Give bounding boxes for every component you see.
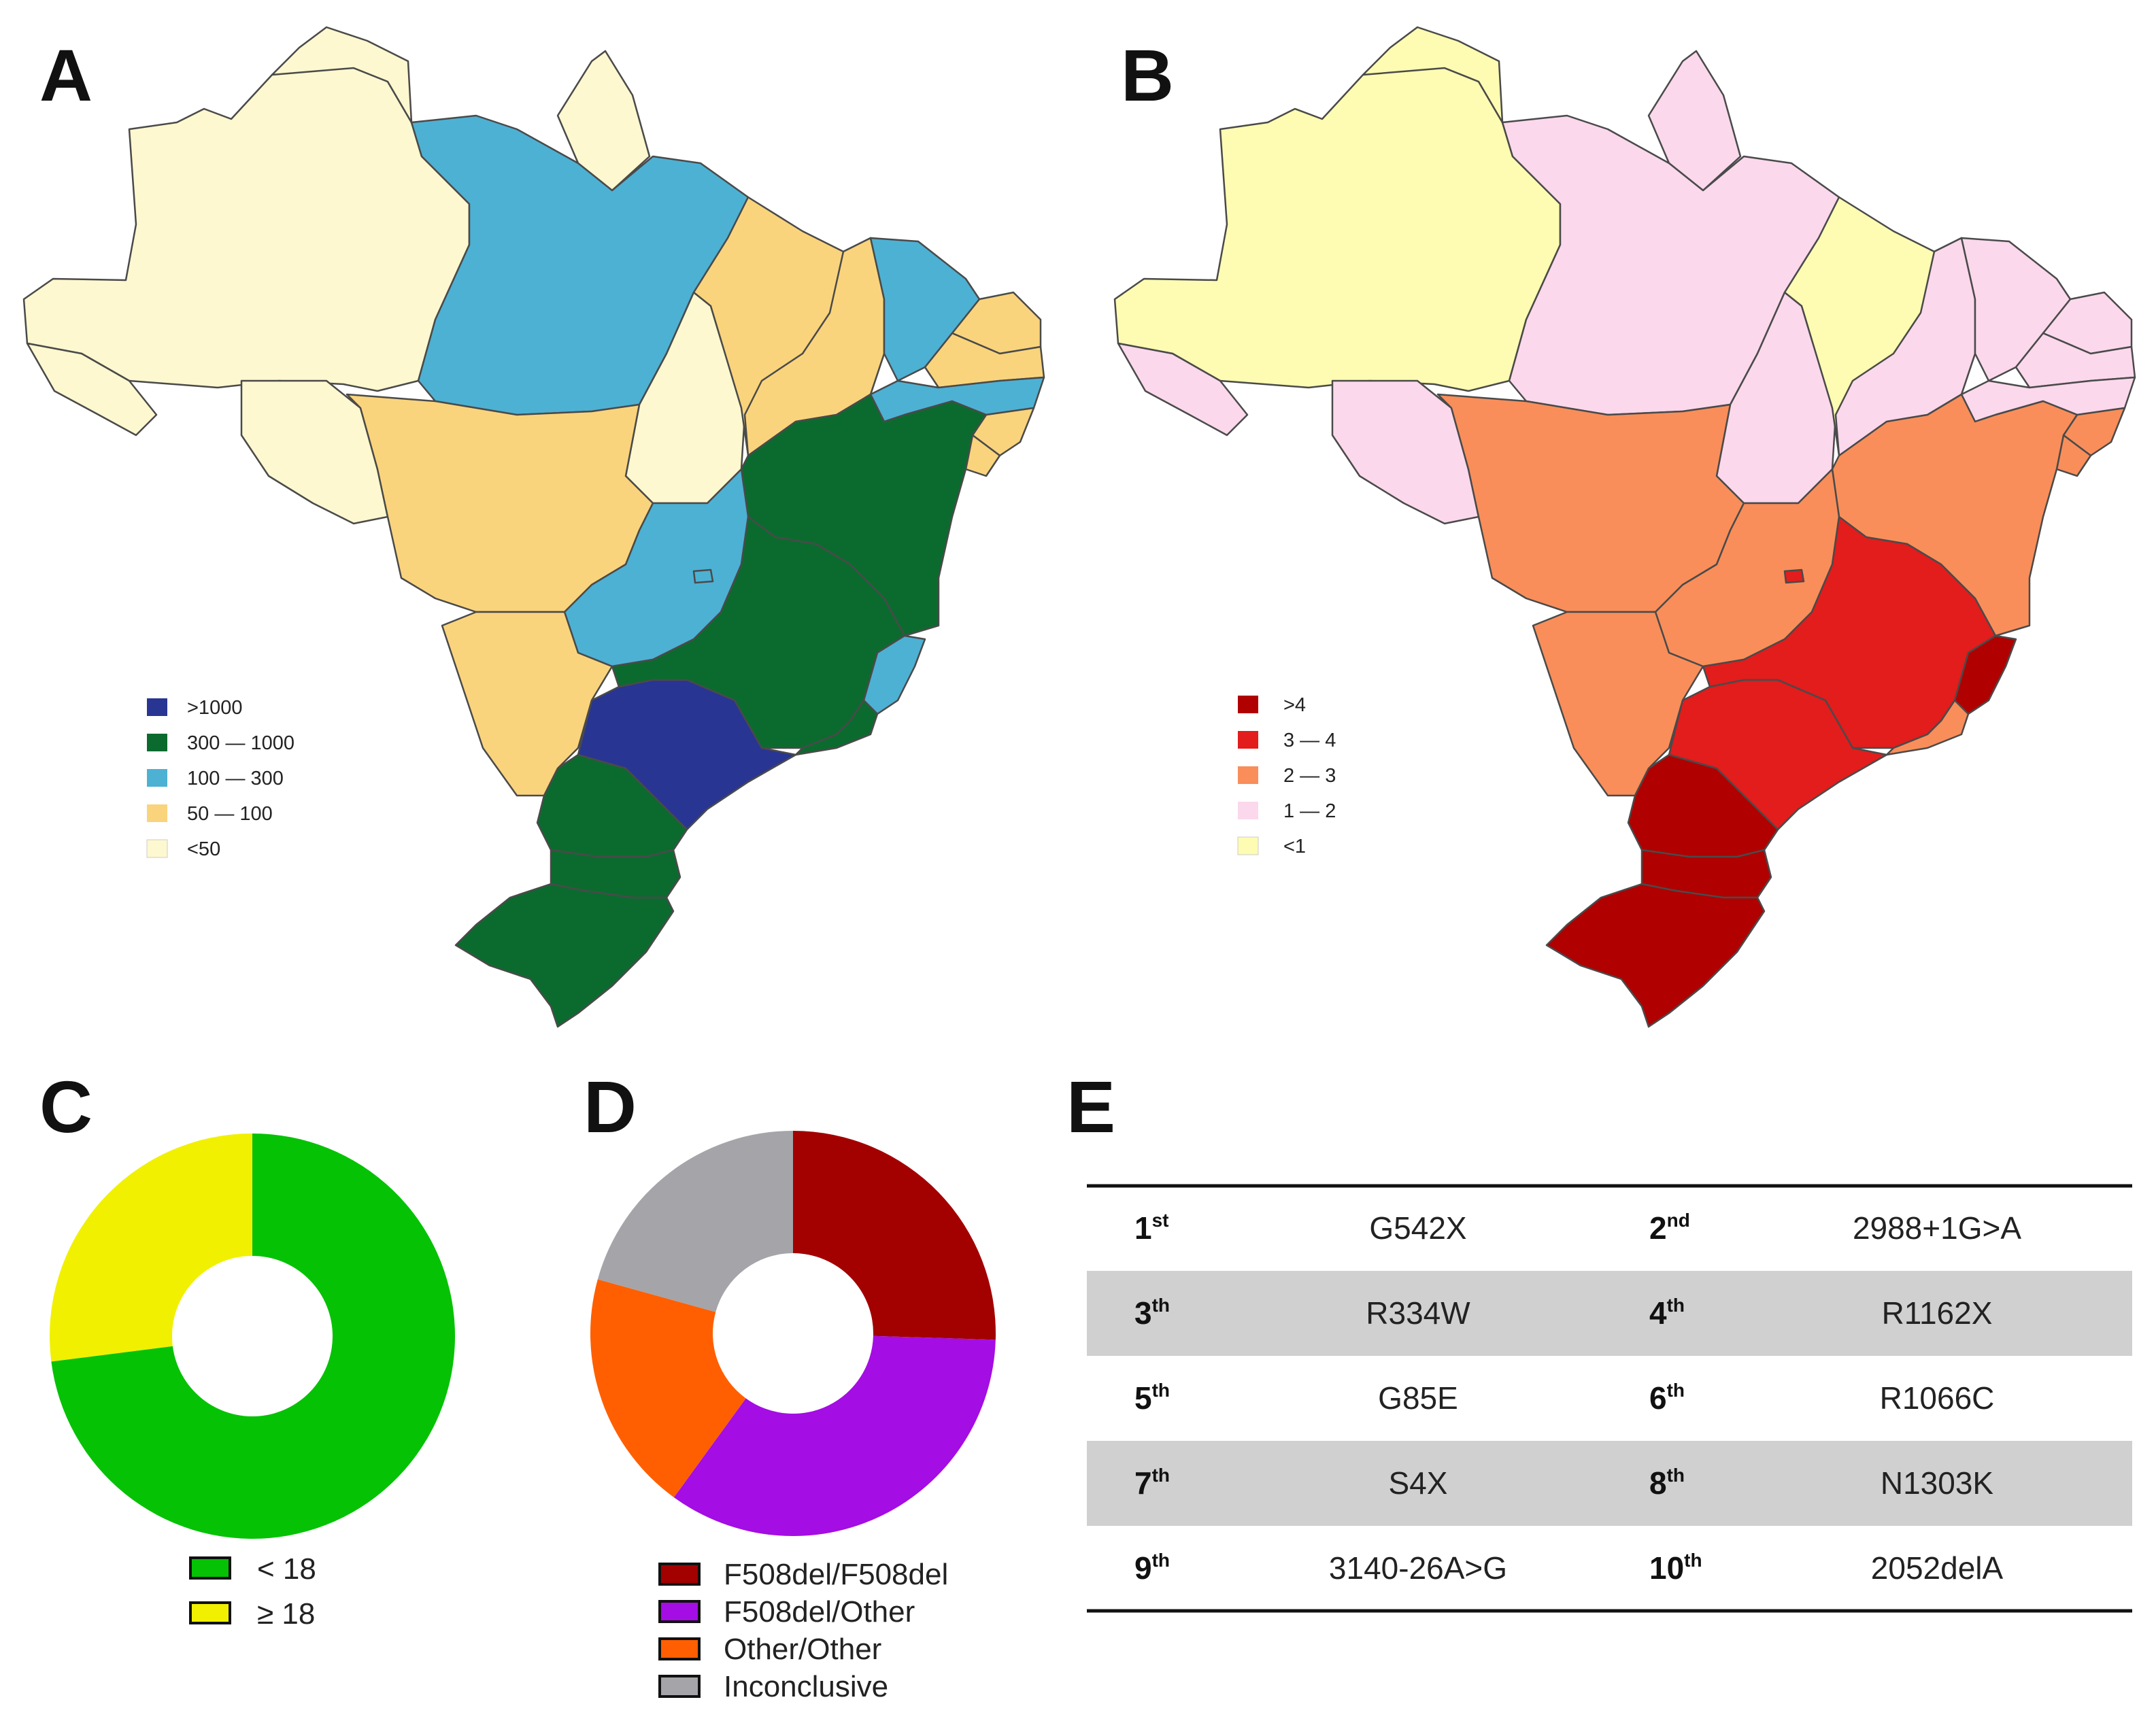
donut-d-slice-2 — [590, 1279, 746, 1498]
table-e-rank: 9th — [1134, 1550, 1170, 1586]
legend-a-label-4: <50 — [187, 838, 220, 860]
table-e-row-shade-3 — [1087, 1441, 2132, 1526]
panel-label-c: C — [39, 1066, 92, 1148]
table-e-rank: 6th — [1649, 1380, 1685, 1416]
panel-label-d: D — [584, 1066, 637, 1148]
legend-a-swatch-2 — [147, 769, 167, 787]
table-e-mutation: R1066C — [1880, 1380, 1995, 1416]
panel-label-e: E — [1066, 1066, 1115, 1148]
table-e-rank: 4th — [1649, 1295, 1685, 1331]
legend-c-swatch-1 — [189, 1601, 231, 1624]
donut-c-slice-1 — [50, 1134, 253, 1362]
table-e-mutation: G542X — [1369, 1210, 1466, 1246]
map-b-region-roraima — [1362, 26, 1504, 124]
map-a-region-rio-de-janeiro — [794, 699, 879, 756]
legend-b-label-1: 3 — 4 — [1283, 730, 1336, 751]
table-e-rank: 7th — [1134, 1465, 1170, 1501]
legend-a-label-3: 50 — 100 — [187, 803, 273, 825]
map-a — [22, 26, 1045, 1028]
legend-d-swatch-1 — [658, 1600, 701, 1623]
map-b-region-rondonia — [1331, 379, 1480, 525]
legend-b-swatch-4 — [1237, 836, 1259, 855]
table-e-mutation: R334W — [1366, 1295, 1470, 1331]
donut-d — [590, 1131, 996, 1536]
legend-b-swatch-2 — [1238, 766, 1258, 784]
donut-d-slice-3 — [597, 1131, 793, 1312]
map-a-region-parana — [536, 753, 688, 858]
legend-c-label-0: < 18 — [257, 1552, 316, 1586]
table-e-row-shade-1 — [1087, 1271, 2132, 1356]
legend-b-swatch-0 — [1238, 696, 1258, 713]
table-e: 1st G542X 2nd 2988+1G>A 3th R334W 4th R1162X 5th… — [1087, 1184, 2132, 1613]
legend-d-label-2: Other/Other — [724, 1633, 881, 1666]
legend-d-label-1: F508del/Other — [724, 1595, 915, 1629]
map-b-region-acre — [1117, 342, 1249, 437]
table-e-mutation: G85E — [1378, 1380, 1458, 1416]
map-b-region-rio-de-janeiro — [1885, 699, 1970, 756]
table-e-mutation: 3140-26A>G — [1329, 1550, 1507, 1586]
legend-b-label-3: 1 — 2 — [1283, 800, 1336, 822]
table-e-mutation: 2988+1G>A — [1853, 1210, 2021, 1246]
map-b-region-rio-grande-do-sul — [1545, 883, 1766, 1028]
legend-b-swatch-1 — [1238, 731, 1258, 749]
map-a-region-rio-grande-do-sul — [454, 883, 675, 1028]
legend-b-label-0: >4 — [1283, 694, 1306, 716]
legend-a-label-1: 300 — 1000 — [187, 732, 294, 754]
donut-c-slice-0 — [51, 1134, 456, 1539]
table-e-rank: 3th — [1134, 1295, 1170, 1331]
table-e-rank: 10th — [1649, 1550, 1702, 1586]
legend-d-swatch-2 — [658, 1637, 701, 1660]
map-a-region-distrito-federal — [692, 568, 714, 584]
map-a-region-acre — [26, 342, 158, 437]
legend-a-swatch-4 — [146, 839, 168, 858]
map-b-region-distrito-federal — [1783, 568, 1805, 584]
donut-c — [50, 1134, 456, 1539]
legend-b: >4 3 — 4 2 — 3 1 — 2 <1 — [1237, 694, 1336, 857]
map-b — [1113, 26, 2136, 1028]
table-e-rank: 2nd — [1649, 1210, 1690, 1246]
legend-b-swatch-3 — [1238, 802, 1258, 819]
table-e-rank: 5th — [1134, 1380, 1170, 1416]
map-a-region-roraima — [271, 26, 413, 124]
legend-a-swatch-3 — [147, 804, 167, 822]
legend-d-swatch-0 — [658, 1563, 701, 1586]
legend-d-label-3: Inconclusive — [724, 1670, 888, 1703]
map-a-region-rondonia — [240, 379, 389, 525]
legend-d-swatch-3 — [658, 1675, 701, 1698]
legend-d-label-0: F508del/F508del — [724, 1558, 948, 1591]
legend-a-label-0: >1000 — [187, 697, 242, 719]
legend-a-label-2: 100 — 300 — [187, 768, 284, 789]
panel-label-b: B — [1121, 34, 1174, 116]
table-e-mutation: R1162X — [1882, 1295, 1993, 1331]
legend-a-swatch-0 — [147, 698, 167, 716]
legend-b-label-4: <1 — [1283, 836, 1306, 857]
legend-c-swatch-0 — [189, 1556, 231, 1580]
legend-c: < 18 ≥ 18 — [189, 1552, 316, 1631]
table-e-mutation: N1303K — [1881, 1465, 1994, 1501]
legend-b-label-2: 2 — 3 — [1283, 765, 1336, 787]
table-e-mutation: 2052delA — [1871, 1550, 2004, 1586]
legend-a: >1000 300 — 1000 100 — 300 50 — 100 <50 — [146, 697, 294, 860]
map-b-region-parana — [1627, 753, 1779, 858]
legend-d: F508del/F508del F508del/Other Other/Othe… — [658, 1558, 948, 1703]
donut-d-slice-1 — [673, 1335, 996, 1536]
legend-c-label-1: ≥ 18 — [257, 1597, 315, 1631]
panel-label-a: A — [39, 34, 92, 116]
donut-d-slice-0 — [793, 1131, 996, 1340]
legend-a-swatch-1 — [147, 734, 167, 751]
table-e-rank: 1st — [1134, 1210, 1169, 1246]
table-e-rank: 8th — [1649, 1465, 1685, 1501]
table-e-mutation: S4X — [1389, 1465, 1448, 1501]
